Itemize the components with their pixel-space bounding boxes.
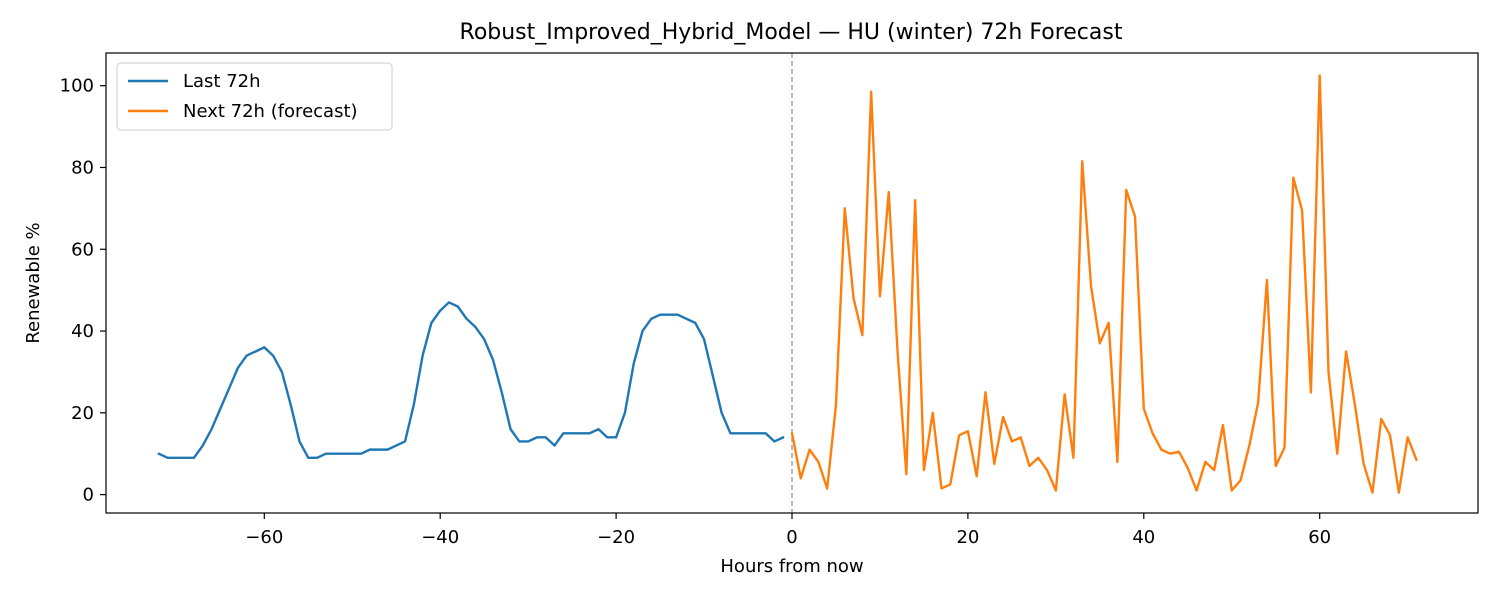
y-tick-label: 20: [71, 403, 94, 424]
series-line-last-72h: [157, 301, 785, 459]
x-tick-label: 20: [956, 527, 979, 548]
x-tick-label: −40: [421, 527, 459, 548]
legend: Last 72h Next 72h (forecast): [116, 62, 393, 131]
legend-label-forecast: Next 72h (forecast): [183, 101, 358, 122]
y-tick-label: 100: [60, 76, 94, 97]
x-tick-label: 40: [1132, 527, 1155, 548]
y-tick-label: 40: [71, 321, 94, 342]
y-axis-label: Renewable %: [23, 222, 44, 343]
x-tick-label: −20: [597, 527, 635, 548]
x-tick-label: 60: [1308, 527, 1331, 548]
chart-title: Robust_Improved_Hybrid_Model — HU (winte…: [460, 20, 1123, 45]
y-tick-label: 60: [71, 239, 94, 260]
x-tick-label: −60: [245, 527, 283, 548]
x-axis-label: Hours from now: [720, 556, 863, 577]
legend-label-last-72h: Last 72h: [183, 71, 261, 92]
series-line-forecast: [790, 74, 1418, 494]
y-tick-label: 0: [83, 485, 94, 506]
x-tick-label: 0: [786, 527, 797, 548]
y-tick-label: 80: [71, 157, 94, 178]
